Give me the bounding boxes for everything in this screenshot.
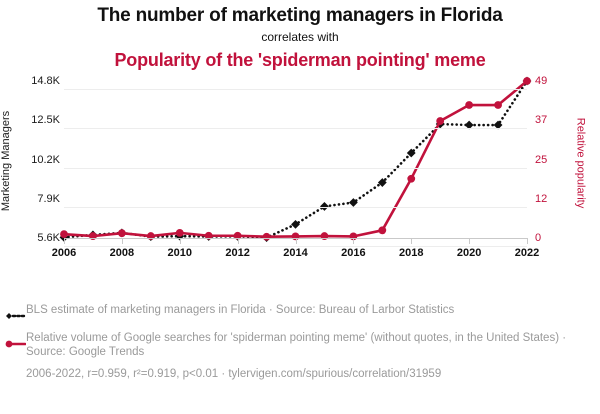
x-axis-tick-label: 2020 bbox=[456, 247, 482, 259]
data-point-marker[interactable] bbox=[320, 202, 329, 211]
gridline bbox=[64, 246, 527, 247]
legend-item-series1[interactable]: BLS estimate of marketing managers in Fl… bbox=[0, 303, 600, 326]
title-conjunction: correlates with bbox=[261, 30, 339, 44]
y-axis-right-tick-label: 49 bbox=[535, 75, 548, 87]
data-point-marker[interactable] bbox=[204, 231, 213, 240]
data-point-marker[interactable] bbox=[494, 101, 502, 109]
y-axis-right-tick-label: 37 bbox=[535, 114, 548, 127]
series-line-1 bbox=[62, 79, 529, 239]
page-subtitle: Popularity of the 'spiderman pointing' m… bbox=[114, 50, 486, 70]
x-axis-tick-label: 2012 bbox=[225, 247, 250, 259]
x-axis-tick bbox=[64, 238, 65, 244]
chart-area: Marketing Managers Relative popularity 5… bbox=[0, 73, 600, 278]
x-axis-tick-label: 2006 bbox=[51, 247, 77, 259]
x-axis-tick-label: 2014 bbox=[283, 247, 308, 259]
data-point-marker[interactable] bbox=[233, 231, 242, 240]
data-point-marker[interactable] bbox=[523, 77, 531, 85]
data-point-marker[interactable] bbox=[60, 230, 68, 239]
data-point-marker[interactable] bbox=[378, 226, 387, 235]
red-circle-solid-line-icon bbox=[0, 331, 27, 354]
series-lines bbox=[59, 76, 532, 243]
y-axis-left-tick-label: 7.9K bbox=[37, 192, 60, 205]
gridline bbox=[64, 89, 527, 90]
y-axis-left-tick-label: 12.5K bbox=[31, 114, 60, 127]
y-axis-left-tick-label: 10.2K bbox=[31, 153, 60, 166]
x-axis-tick bbox=[411, 238, 413, 244]
page-title: The number of marketing managers in Flor… bbox=[97, 5, 503, 26]
x-axis-tick-label: 2008 bbox=[109, 247, 135, 259]
correlation-footer[interactable]: 2006-2022, r=0.959, r²=0.919, p<0.01 · t… bbox=[26, 368, 442, 380]
x-axis-tick-label: 2016 bbox=[341, 247, 366, 259]
plot-canvas bbox=[59, 76, 532, 247]
y-axis-right-tick-label: 12 bbox=[535, 192, 548, 205]
series-line-2 bbox=[62, 79, 529, 239]
data-point-marker[interactable] bbox=[348, 198, 358, 207]
gridline bbox=[64, 128, 527, 130]
x-axis-tick bbox=[353, 238, 355, 244]
x-axis-tick bbox=[237, 238, 239, 244]
x-axis-tick bbox=[121, 238, 123, 244]
x-axis-tick-label: 2010 bbox=[167, 247, 192, 259]
data-point-marker[interactable] bbox=[262, 232, 271, 241]
data-point-marker[interactable] bbox=[407, 174, 416, 183]
black-diamond-dotted-line-icon bbox=[0, 303, 27, 326]
chart-title-block: The number of marketing managers in Flor… bbox=[0, 0, 600, 71]
data-point-marker[interactable] bbox=[464, 120, 474, 130]
data-point-marker[interactable] bbox=[406, 148, 416, 158]
legend-label-series1: BLS estimate of marketing managers in Fl… bbox=[26, 304, 455, 316]
x-axis-tick bbox=[469, 238, 471, 244]
chart-legend: BLS estimate of marketing managers in Fl… bbox=[0, 303, 600, 381]
x-axis-tick bbox=[295, 238, 297, 244]
y-axis-left-tick-label: 5.6K bbox=[37, 232, 60, 244]
x-axis-tick bbox=[527, 238, 528, 244]
x-axis-tick-label: 2018 bbox=[399, 247, 424, 259]
data-point-marker[interactable] bbox=[465, 101, 474, 109]
data-point-marker[interactable] bbox=[117, 229, 126, 238]
data-point-marker[interactable] bbox=[175, 228, 184, 237]
y-axis-right-tick-label: 25 bbox=[535, 153, 548, 166]
y-axis-left-tick-label: 14.8K bbox=[31, 75, 60, 87]
legend-item-series2[interactable]: Relative volume of Google searches for '… bbox=[0, 331, 600, 359]
gridline bbox=[64, 167, 527, 169]
legend-label-series2: Relative volume of Google searches for '… bbox=[26, 332, 567, 358]
gridline bbox=[64, 206, 527, 208]
data-point-marker[interactable] bbox=[493, 120, 503, 130]
data-point-marker[interactable] bbox=[436, 117, 445, 125]
y-axis-right-tick-label: 0 bbox=[535, 232, 542, 244]
data-point-marker[interactable] bbox=[377, 178, 387, 187]
x-axis-tick bbox=[179, 238, 181, 244]
x-axis-tick-label: 2022 bbox=[514, 247, 540, 259]
